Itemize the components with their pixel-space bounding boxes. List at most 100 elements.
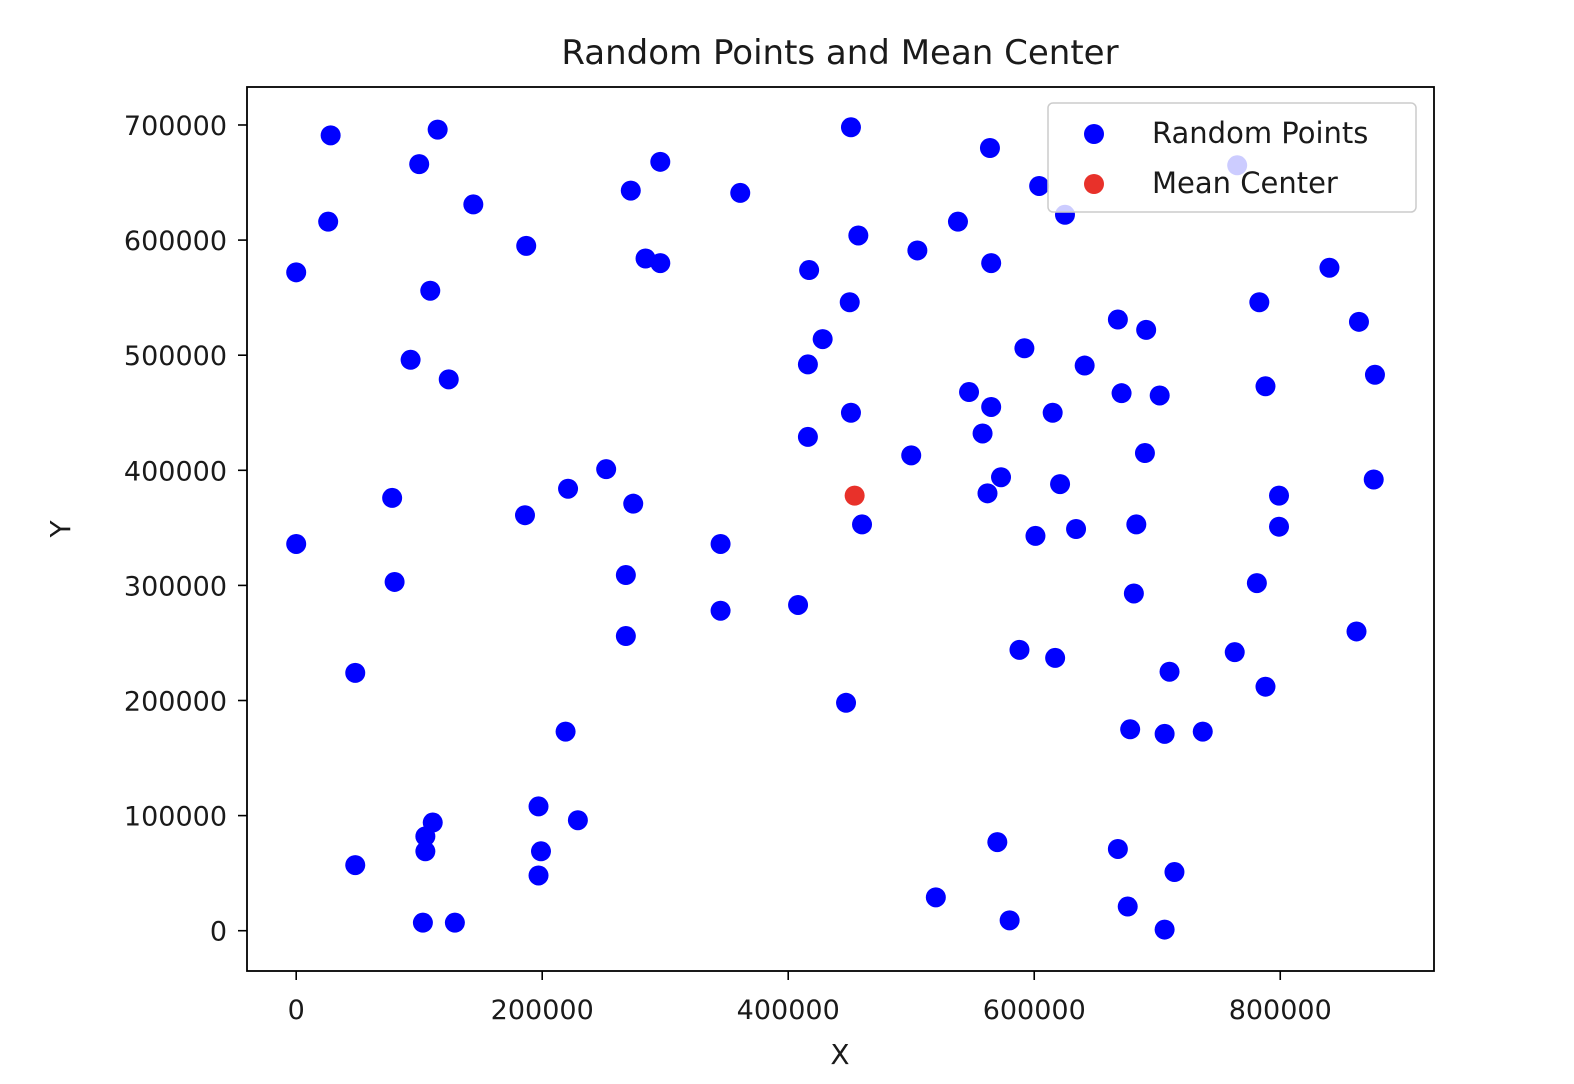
random-point-84 [444,912,465,933]
random-point-72 [788,594,809,615]
random-point-82 [345,855,366,876]
random-point-56 [1269,516,1290,537]
random-point-2 [409,154,430,175]
random-point-89 [1255,676,1276,697]
random-point-65 [558,478,579,499]
random-point-51 [1348,311,1369,332]
random-point-60 [286,533,307,554]
random-point-88 [1224,642,1245,663]
random-point-0 [320,125,341,146]
random-point-4 [286,262,307,283]
random-point-83 [412,912,433,933]
random-point-98 [999,910,1020,931]
random-point-95 [1164,862,1185,883]
random-point-75 [528,796,549,817]
random-point-32 [972,423,993,444]
legend-marker-mean-center [1084,174,1104,194]
x-tick-label-3: 600000 [983,995,1086,1026]
random-point-45 [1066,519,1087,539]
data-points [286,117,1385,940]
random-point-27 [840,402,861,423]
random-point-54 [1363,469,1384,490]
random-point-44 [1025,525,1046,546]
random-point-28 [797,426,818,447]
random-point-16 [979,138,1000,159]
random-point-36 [1107,309,1128,330]
random-point-81 [415,841,436,862]
random-point-87 [1159,661,1180,682]
random-point-13 [650,253,671,274]
y-tick-label-2: 200000 [124,687,227,718]
random-point-26 [797,354,818,375]
y-tick-label-5: 500000 [124,341,227,372]
random-point-94 [1107,838,1128,859]
random-point-15 [840,117,861,138]
random-point-80 [415,826,436,847]
y-axis-label: Y [44,520,77,539]
random-point-22 [981,253,1002,274]
random-point-47 [1123,583,1144,604]
random-point-40 [1134,443,1155,464]
random-point-41 [991,467,1012,488]
random-point-50 [1249,292,1270,313]
random-point-90 [1120,719,1141,740]
random-point-49 [1319,257,1340,278]
random-point-46 [1126,514,1147,535]
random-point-35 [1074,355,1095,376]
y-tick-label-0: 0 [210,917,227,948]
random-point-25 [812,329,833,350]
legend-label-mean-center: Mean Center [1152,166,1338,200]
random-point-97 [925,887,946,908]
x-axis-ticks: 0 200000 400000 600000 800000 [288,971,1332,1026]
x-tick-label-1: 200000 [491,995,594,1026]
chart-title: Random Points and Mean Center [561,33,1118,73]
random-point-73 [836,692,857,713]
random-point-69 [615,626,636,647]
random-point-29 [901,445,922,466]
random-point-5 [463,194,484,215]
random-point-11 [650,151,671,172]
x-tick-label-4: 800000 [1229,995,1332,1026]
random-point-20 [907,240,928,261]
random-point-48 [852,514,873,535]
random-point-78 [528,865,549,886]
plot-frame [246,86,1435,972]
random-point-21 [947,211,968,232]
random-point-55 [1269,485,1290,506]
random-point-61 [382,487,403,508]
random-point-62 [384,571,405,592]
random-point-85 [1009,639,1030,660]
random-point-10 [620,180,641,201]
random-point-31 [981,396,1002,417]
legend-label-random-points: Random Points [1152,116,1368,150]
y-tick-label-6: 600000 [124,226,227,257]
random-point-14 [730,182,751,203]
random-point-8 [438,369,459,390]
random-point-33 [1014,338,1035,359]
random-point-70 [710,533,731,554]
random-point-71 [710,600,731,621]
random-point-42 [977,483,998,504]
random-point-1 [427,119,448,140]
y-tick-label-3: 300000 [124,571,227,602]
random-point-24 [839,292,860,313]
random-point-86 [1045,647,1066,668]
random-point-53 [1255,376,1276,397]
random-point-52 [1364,364,1385,385]
random-point-64 [514,505,535,526]
random-point-77 [530,841,551,862]
random-point-43 [1050,474,1071,495]
random-point-9 [516,235,537,256]
random-point-3 [318,211,339,232]
random-point-7 [400,349,421,370]
legend-marker-random-points [1084,124,1104,144]
random-point-38 [1111,383,1132,404]
random-point-17 [1029,175,1050,196]
x-tick-label-2: 400000 [737,995,840,1026]
random-point-37 [1136,319,1157,340]
y-tick-label-7: 700000 [124,111,227,142]
mean-center-point-0 [844,485,865,506]
random-point-19 [848,225,869,246]
random-point-67 [623,493,644,514]
